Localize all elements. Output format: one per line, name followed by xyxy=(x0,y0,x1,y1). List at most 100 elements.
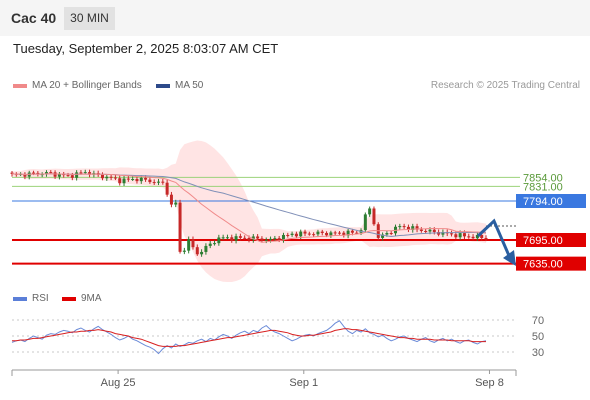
candle-body xyxy=(204,245,208,252)
candle-body xyxy=(419,229,423,231)
candle-body xyxy=(75,172,79,178)
rsi-tick-2: 30 xyxy=(532,347,544,359)
x-tick-label-1: Sep 1 xyxy=(289,377,318,389)
candle-body xyxy=(247,237,251,240)
candle-body xyxy=(53,172,57,177)
x-tick-label-2: Sep 8 xyxy=(475,377,504,389)
candle-body xyxy=(350,230,354,233)
candle-body xyxy=(269,238,273,240)
candle-body xyxy=(406,226,410,230)
level-label-2: 7794.00 xyxy=(523,196,563,208)
candle-body xyxy=(88,172,92,175)
candle-body xyxy=(337,232,341,234)
candle-body xyxy=(277,238,281,241)
candle-body xyxy=(57,174,61,177)
candle-body xyxy=(118,178,122,184)
candle-body xyxy=(368,208,372,215)
candle-body xyxy=(402,226,406,228)
timeframe-badge[interactable]: 30 MIN xyxy=(64,7,115,30)
candle-body xyxy=(135,179,139,182)
candle-body xyxy=(109,176,113,178)
candle-body xyxy=(238,236,242,238)
ma20-legend-swatch xyxy=(13,84,27,88)
candle-body xyxy=(243,237,247,239)
candle-body xyxy=(256,236,260,239)
candle-body xyxy=(165,182,169,195)
forecast-arrow xyxy=(476,218,512,259)
candle-body xyxy=(294,233,298,237)
candle-body xyxy=(264,239,268,241)
rsi-ma-legend-swatch xyxy=(62,297,76,301)
rsi_ma-line xyxy=(12,328,486,347)
level-label-1: 7831.00 xyxy=(523,181,563,193)
candle-body xyxy=(450,233,454,235)
candle-body xyxy=(480,235,484,238)
candle-body xyxy=(32,172,36,174)
level-label-0: 7854.00 xyxy=(523,172,563,184)
candle-body xyxy=(234,236,238,241)
level-label-bg-4 xyxy=(516,256,586,271)
candle-body xyxy=(100,174,104,179)
candle-body xyxy=(484,237,488,240)
rsi-line xyxy=(11,320,487,355)
candle-body xyxy=(148,179,152,183)
candle-body xyxy=(415,226,419,230)
candle-body xyxy=(475,235,479,239)
candle-body xyxy=(40,174,44,176)
candle-body xyxy=(230,237,234,241)
chart-datetime: Tuesday, September 2, 2025 8:03:07 AM CE… xyxy=(13,41,279,56)
candle-body xyxy=(182,250,186,252)
candle-body xyxy=(316,231,320,235)
candle-body xyxy=(454,234,458,238)
candle-body xyxy=(299,231,303,237)
candle-body xyxy=(83,172,87,174)
instrument-title: Cac 40 xyxy=(11,10,57,26)
candle-body xyxy=(398,226,402,228)
candle-body xyxy=(458,233,462,238)
level-label-bg-3 xyxy=(516,233,586,247)
header-bar: Cac 40 30 MIN xyxy=(0,0,590,36)
x-tick-label-0: Aug 25 xyxy=(101,377,136,389)
candle-body xyxy=(424,230,428,232)
level-label-3: 7695.00 xyxy=(523,235,563,247)
candle-body xyxy=(389,233,393,235)
candle-body xyxy=(441,232,445,235)
candle-body xyxy=(251,236,255,240)
candle-body xyxy=(363,214,367,231)
candle-body xyxy=(105,176,109,179)
candle-body xyxy=(346,230,350,236)
candle-body xyxy=(286,234,290,236)
candle-body xyxy=(62,174,66,176)
candle-body xyxy=(342,232,346,236)
level-label-4: 7635.00 xyxy=(523,259,563,271)
candle-body xyxy=(178,202,182,252)
candle-body xyxy=(208,243,212,246)
candle-body xyxy=(195,247,199,255)
candle-body xyxy=(70,175,74,178)
candle-body xyxy=(411,226,415,230)
candle-body xyxy=(303,231,307,234)
ma20-line xyxy=(11,173,487,243)
candle-body xyxy=(320,231,324,233)
candle-body xyxy=(217,237,221,244)
candle-body xyxy=(221,237,225,239)
candle-body xyxy=(44,172,48,175)
candle-body xyxy=(122,178,126,184)
candle-body xyxy=(307,233,311,235)
candle-body xyxy=(200,251,204,255)
candle-body xyxy=(329,232,333,236)
candle-body xyxy=(428,229,432,232)
candle-body xyxy=(79,172,83,174)
candle-body xyxy=(471,236,475,239)
candle-body xyxy=(161,181,165,183)
candle-body xyxy=(66,175,70,177)
candle-body xyxy=(462,233,466,237)
candle-body xyxy=(381,234,385,238)
candle-body xyxy=(312,234,316,236)
ma50-legend-swatch xyxy=(156,84,170,88)
forecast-arrowhead xyxy=(503,250,516,266)
ma20-legend-label: MA 20 + Bollinger Bands xyxy=(32,80,142,91)
candle-body xyxy=(467,236,471,238)
candle-body xyxy=(385,233,389,235)
